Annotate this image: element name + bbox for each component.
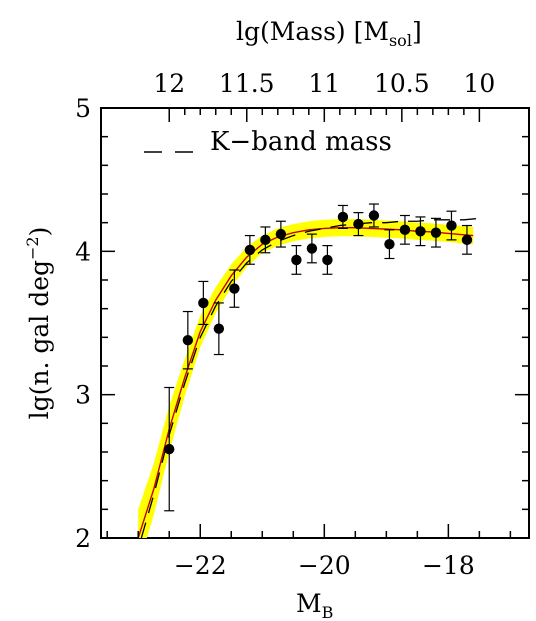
- data-point: [306, 243, 318, 254]
- data-point: [182, 335, 194, 346]
- top-tick-label: 11: [308, 69, 340, 98]
- top-tick-label: 11.5: [219, 69, 275, 98]
- legend-label: K−band mass: [210, 127, 392, 157]
- y-tick-label: 4: [75, 237, 91, 266]
- data-point: [260, 234, 271, 246]
- data-point: [198, 297, 209, 309]
- data-points: [164, 203, 473, 512]
- y-axis-label-end: ): [25, 227, 54, 237]
- data-point: [164, 443, 175, 455]
- top-axis-label: lg(Mass) [Msol]: [236, 17, 422, 50]
- top-axis-label-sub: sol: [389, 31, 412, 50]
- y-axis-label-sup: −2: [23, 236, 42, 260]
- data-point: [399, 224, 411, 236]
- y-tick-label: 2: [75, 524, 91, 553]
- legend: K−band mass: [144, 127, 392, 157]
- data-point: [322, 254, 333, 266]
- data-point: [229, 283, 240, 294]
- top-axis-label-main: lg(Mass) [M: [236, 17, 389, 46]
- x-axis-label: MB: [296, 589, 333, 621]
- data-point: [384, 238, 395, 250]
- data-point: [213, 323, 225, 334]
- kband-mass-line: [140, 217, 480, 538]
- axis-ticks: [101, 107, 529, 539]
- data-point: [430, 227, 442, 238]
- x-tick-label: −22: [174, 551, 227, 580]
- confidence-band: [138, 219, 474, 538]
- data-point: [353, 218, 364, 230]
- x-tick-label: −20: [298, 551, 351, 580]
- data-point: [461, 234, 473, 246]
- band-area: [138, 219, 474, 538]
- y-axis-label-main: lg(n. gal deg: [25, 260, 54, 419]
- data-point: [291, 254, 302, 266]
- tick-labels: −22 −20 −18 2 3 4 5 12 11.5 11 10.5 10: [75, 69, 495, 580]
- y-tick-label: 5: [75, 94, 91, 123]
- top-axis-label-end: ]: [412, 17, 422, 46]
- top-tick-label: 12: [153, 69, 185, 98]
- y-tick-label: 3: [75, 381, 91, 410]
- x-tick-label: −18: [422, 551, 475, 580]
- data-point: [446, 220, 457, 231]
- top-tick-label: 10.5: [374, 69, 430, 98]
- x-axis-label-main: M: [296, 589, 322, 618]
- data-point: [244, 244, 256, 256]
- data-point: [275, 228, 287, 240]
- data-point: [337, 211, 349, 223]
- x-axis-label-sub: B: [322, 603, 334, 621]
- data-point: [415, 226, 426, 237]
- y-axis-label: lg(n. gal deg−2): [23, 227, 54, 420]
- data-point: [368, 210, 380, 221]
- top-tick-label: 10: [463, 69, 495, 98]
- plot-frame: [100, 107, 530, 539]
